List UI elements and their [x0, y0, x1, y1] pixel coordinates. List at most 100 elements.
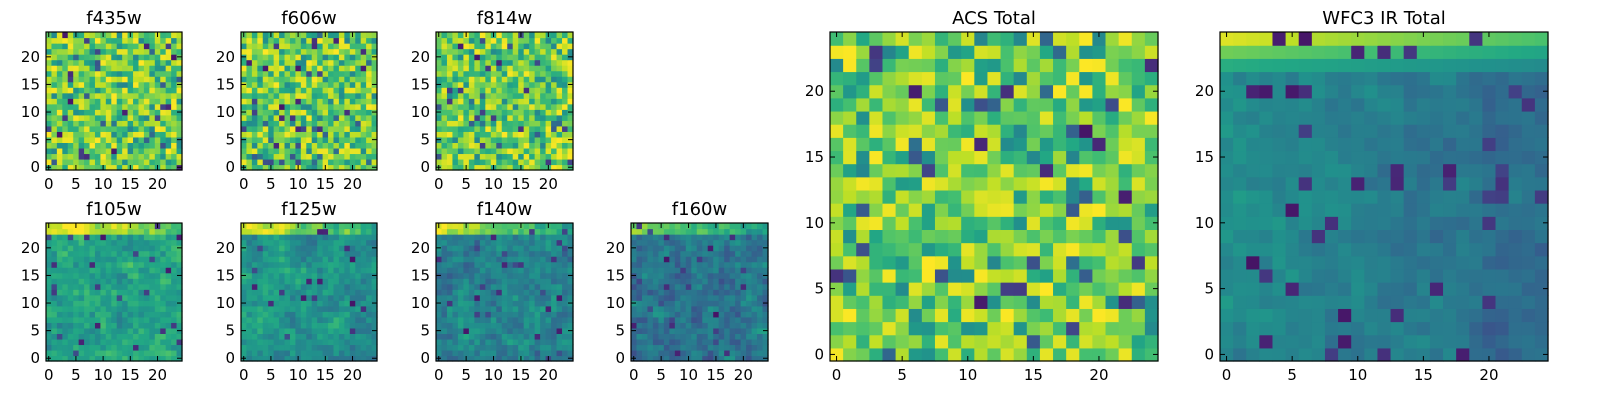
heatmap-cell: [518, 316, 525, 323]
heatmap-cell: [567, 228, 574, 235]
heatmap-cell: [289, 142, 296, 149]
heatmap-cell: [523, 322, 530, 329]
heatmap-cell: [246, 239, 253, 246]
heatmap-cell: [300, 239, 307, 246]
heatmap-cell: [724, 228, 731, 235]
heatmap-cell: [84, 349, 91, 357]
heatmap-cell: [366, 164, 373, 171]
heatmap-cell: [436, 294, 443, 301]
heatmap-cell: [94, 349, 101, 357]
heatmap-cell: [311, 322, 318, 329]
heatmap-cell: [360, 223, 367, 230]
y-tick-label: 5: [225, 322, 235, 340]
heatmap-cell: [257, 158, 264, 166]
heatmap-cell: [762, 267, 769, 274]
heatmap-cell: [149, 136, 156, 143]
heatmap-cell: [78, 256, 85, 263]
heatmap-cell: [485, 109, 492, 116]
heatmap-cell: [468, 158, 475, 166]
heatmap-cell: [1000, 189, 1015, 204]
heatmap-cell: [171, 278, 178, 285]
heatmap-cell: [674, 278, 681, 285]
heatmap-cell: [149, 48, 156, 55]
heatmap-cell: [446, 120, 454, 127]
heatmap-cell: [133, 70, 140, 77]
heatmap-cell: [360, 322, 367, 329]
heatmap-cell: [529, 125, 536, 132]
heatmap-cell: [551, 131, 558, 138]
heatmap-cell: [62, 228, 69, 235]
heatmap-cell: [89, 344, 96, 351]
heatmap-cell: [562, 311, 569, 318]
heatmap-cell: [452, 81, 459, 88]
heatmap-cell: [246, 245, 253, 252]
heatmap-cell: [496, 43, 503, 50]
heatmap-cell: [154, 267, 161, 274]
heatmap-cell: [974, 229, 989, 244]
heatmap-cell: [702, 300, 709, 307]
heatmap-cell: [317, 92, 324, 99]
heatmap-cell: [306, 59, 313, 66]
heatmap-cell: [355, 294, 362, 301]
heatmap-cell: [143, 239, 150, 246]
heatmap-cell: [349, 267, 356, 274]
heatmap-cell: [463, 305, 470, 312]
heatmap-cell: [154, 316, 161, 323]
heatmap-cell: [641, 223, 649, 230]
heatmap-cell: [279, 278, 286, 285]
heatmap-cell: [246, 59, 253, 66]
heatmap-cell: [154, 59, 161, 66]
heatmap-cell: [154, 43, 161, 50]
heatmap-cell: [441, 54, 448, 61]
heatmap-cell: [251, 81, 258, 88]
heatmap-cell: [67, 158, 74, 166]
heatmap-cell: [317, 142, 324, 149]
heatmap-cell: [669, 344, 676, 351]
heatmap-cell: [322, 294, 329, 301]
heatmap-cell: [718, 316, 725, 323]
heatmap-cell: [674, 316, 681, 323]
heatmap-cell: [295, 81, 302, 88]
heatmap-cell: [295, 43, 302, 50]
heatmap-cell: [1053, 229, 1067, 244]
heatmap-cell: [116, 316, 123, 323]
heatmap-cell: [556, 228, 563, 235]
heatmap-cell: [529, 234, 536, 241]
heatmap-cell: [366, 142, 373, 149]
heatmap-cell: [974, 242, 989, 257]
heatmap-cell: [138, 131, 145, 138]
heatmap-cell: [328, 125, 335, 132]
heatmap-cell: [311, 300, 318, 307]
heatmap-cell: [463, 120, 470, 127]
heatmap-cell: [518, 109, 525, 116]
heatmap-cell: [338, 294, 345, 301]
heatmap-cell: [496, 267, 503, 274]
heatmap-cell: [355, 54, 362, 61]
heatmap-cell: [441, 267, 448, 274]
heatmap-cell: [268, 283, 275, 290]
heatmap-cell: [105, 333, 112, 340]
heatmap-cell: [122, 322, 129, 329]
heatmap-cell: [446, 147, 454, 155]
heatmap-cell: [545, 349, 552, 357]
heatmap-cell: [62, 294, 69, 301]
heatmap-cell: [56, 250, 63, 257]
heatmap-cell: [143, 294, 150, 301]
heatmap-cell: [133, 245, 140, 252]
heatmap-cell: [279, 316, 286, 323]
heatmap-cell: [165, 300, 172, 307]
heatmap-cell: [333, 305, 340, 312]
heatmap-cell: [441, 283, 448, 290]
heatmap-cell: [322, 239, 329, 246]
heatmap-cell: [523, 136, 530, 143]
heatmap-cell: [961, 229, 975, 244]
heatmap-cell: [545, 147, 552, 155]
heatmap-cell: [328, 98, 335, 105]
heatmap-cell: [468, 355, 475, 362]
heatmap-cell: [479, 114, 486, 121]
heatmap-cell: [652, 234, 659, 241]
heatmap-cell: [154, 131, 161, 138]
heatmap-cell: [306, 136, 313, 143]
heatmap-cell: [718, 228, 725, 235]
heatmap-cell: [333, 109, 340, 116]
